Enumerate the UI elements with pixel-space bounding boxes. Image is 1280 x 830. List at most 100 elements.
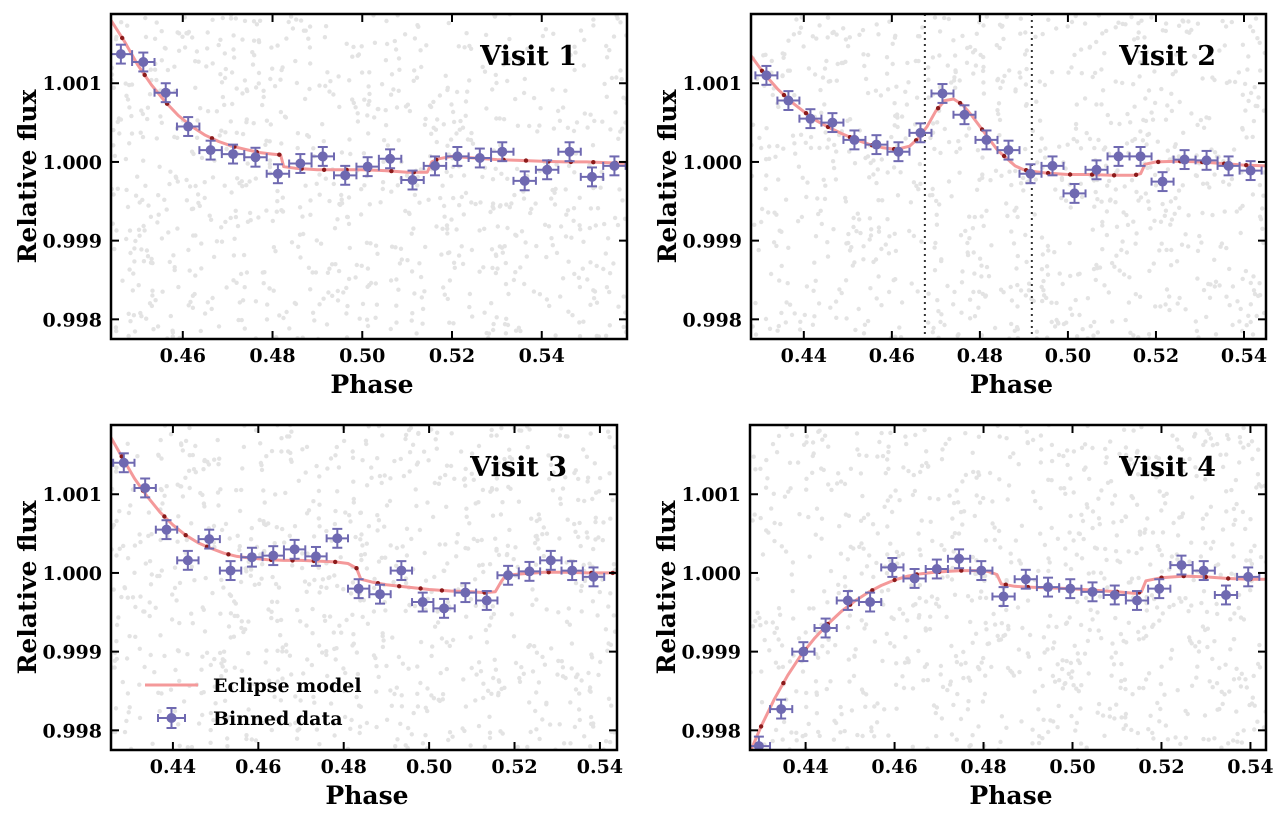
raw-point bbox=[1039, 235, 1045, 240]
raw-point bbox=[1143, 191, 1149, 196]
raw-point bbox=[1071, 538, 1076, 543]
raw-point bbox=[230, 101, 235, 107]
raw-point bbox=[876, 32, 881, 37]
raw-point bbox=[208, 662, 213, 668]
raw-point bbox=[783, 549, 789, 554]
raw-point bbox=[1174, 259, 1180, 264]
raw-point bbox=[374, 724, 379, 730]
raw-point bbox=[1068, 566, 1074, 572]
raw-point bbox=[966, 699, 971, 704]
raw-point bbox=[440, 692, 446, 697]
raw-point bbox=[843, 278, 849, 283]
raw-point bbox=[1023, 30, 1028, 35]
raw-point bbox=[1017, 669, 1022, 675]
raw-point bbox=[1157, 489, 1162, 494]
raw-point bbox=[159, 691, 164, 696]
raw-point bbox=[1049, 319, 1054, 325]
raw-point bbox=[1117, 121, 1122, 127]
raw-point bbox=[1163, 208, 1169, 213]
raw-point bbox=[1179, 242, 1185, 247]
raw-point bbox=[930, 55, 936, 60]
raw-point bbox=[589, 652, 594, 657]
raw-point bbox=[1248, 302, 1254, 307]
raw-point bbox=[1049, 442, 1055, 448]
raw-point bbox=[558, 426, 563, 431]
raw-point bbox=[970, 640, 975, 645]
raw-point bbox=[588, 714, 594, 720]
raw-point bbox=[1136, 629, 1141, 635]
raw-point bbox=[306, 36, 311, 41]
raw-point bbox=[967, 214, 972, 219]
raw-point bbox=[869, 725, 874, 730]
raw-point bbox=[279, 67, 284, 73]
raw-point bbox=[306, 265, 312, 270]
raw-point bbox=[462, 728, 467, 734]
raw-point bbox=[374, 302, 380, 307]
raw-point bbox=[348, 591, 354, 596]
raw-point bbox=[293, 694, 298, 699]
raw-point bbox=[214, 239, 220, 244]
raw-point bbox=[945, 283, 950, 289]
raw-point bbox=[429, 693, 434, 698]
raw-point bbox=[1099, 102, 1104, 107]
raw-point bbox=[901, 685, 907, 691]
raw-point bbox=[411, 78, 416, 84]
raw-point bbox=[492, 14, 498, 19]
model-point bbox=[1244, 163, 1249, 168]
raw-point bbox=[1105, 183, 1110, 188]
raw-point bbox=[552, 190, 557, 195]
raw-point bbox=[222, 698, 228, 703]
raw-point bbox=[139, 108, 144, 113]
raw-point bbox=[117, 509, 122, 514]
raw-point bbox=[374, 664, 379, 669]
raw-point bbox=[1146, 131, 1152, 137]
raw-point bbox=[376, 674, 381, 680]
raw-point bbox=[928, 614, 933, 619]
raw-point bbox=[946, 16, 951, 22]
raw-point bbox=[335, 217, 340, 222]
raw-point bbox=[950, 534, 955, 540]
raw-point bbox=[1230, 322, 1235, 328]
raw-point bbox=[367, 282, 372, 288]
raw-point bbox=[473, 603, 478, 608]
raw-point bbox=[937, 29, 943, 34]
raw-point bbox=[1134, 189, 1139, 195]
raw-point bbox=[914, 95, 920, 100]
raw-point bbox=[261, 488, 266, 493]
raw-point bbox=[451, 321, 456, 326]
raw-point bbox=[335, 288, 340, 294]
raw-point bbox=[928, 519, 933, 524]
raw-point bbox=[522, 281, 527, 287]
raw-point bbox=[252, 582, 257, 587]
raw-point bbox=[437, 698, 442, 704]
raw-point bbox=[500, 250, 505, 255]
raw-point bbox=[292, 300, 297, 306]
raw-point bbox=[339, 201, 345, 206]
raw-point bbox=[183, 475, 188, 480]
model-point bbox=[1226, 576, 1231, 581]
raw-point bbox=[931, 121, 936, 126]
raw-point bbox=[309, 662, 315, 668]
raw-point bbox=[314, 463, 319, 469]
raw-point bbox=[124, 236, 129, 242]
raw-point bbox=[211, 717, 216, 723]
raw-point bbox=[208, 740, 213, 745]
raw-point bbox=[593, 519, 598, 525]
raw-point bbox=[987, 470, 993, 476]
raw-point bbox=[833, 643, 838, 648]
raw-point bbox=[133, 604, 138, 610]
raw-point bbox=[483, 32, 489, 38]
raw-point bbox=[140, 134, 146, 140]
raw-point bbox=[255, 715, 260, 720]
raw-point bbox=[1041, 635, 1047, 640]
raw-point bbox=[498, 512, 504, 517]
raw-point bbox=[996, 528, 1002, 534]
raw-point bbox=[467, 304, 472, 310]
raw-point bbox=[336, 74, 341, 79]
raw-point bbox=[167, 181, 172, 187]
raw-point bbox=[1247, 558, 1253, 563]
raw-point bbox=[952, 592, 958, 597]
raw-point bbox=[1170, 433, 1175, 438]
raw-point bbox=[295, 607, 300, 613]
raw-point bbox=[480, 174, 485, 180]
